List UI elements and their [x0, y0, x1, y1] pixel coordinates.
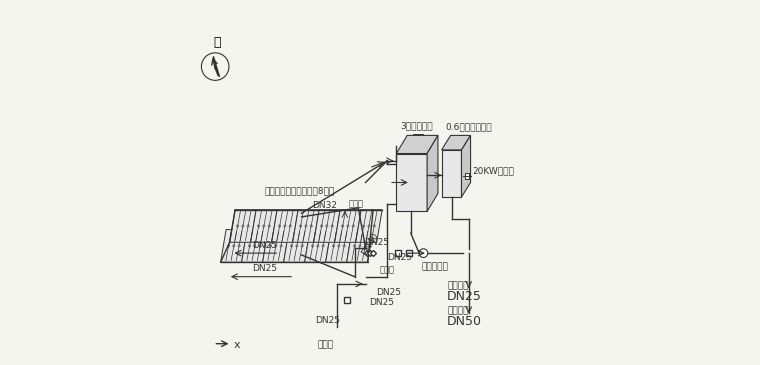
Circle shape	[283, 225, 286, 227]
Polygon shape	[461, 135, 470, 197]
Circle shape	[280, 245, 282, 247]
Text: x: x	[233, 340, 240, 350]
Text: DN25: DN25	[364, 238, 389, 247]
Text: DN25: DN25	[376, 288, 401, 296]
Circle shape	[299, 225, 302, 227]
Circle shape	[331, 225, 334, 227]
Text: 洗浴循环泵: 洗浴循环泵	[422, 262, 448, 271]
Circle shape	[322, 245, 325, 247]
Circle shape	[352, 225, 354, 227]
Polygon shape	[396, 154, 427, 211]
Polygon shape	[242, 230, 268, 262]
Text: 浴室进水: 浴室进水	[447, 307, 468, 316]
Polygon shape	[263, 230, 289, 262]
Circle shape	[419, 249, 428, 257]
Circle shape	[305, 225, 307, 227]
Circle shape	[290, 245, 293, 247]
Polygon shape	[427, 135, 438, 211]
Text: 自来水: 自来水	[318, 340, 334, 349]
Polygon shape	[251, 210, 277, 242]
Polygon shape	[230, 210, 256, 242]
Circle shape	[343, 245, 345, 247]
Circle shape	[310, 225, 312, 227]
Circle shape	[321, 225, 323, 227]
Text: 高温点: 高温点	[349, 200, 363, 209]
Text: 浴室回水: 浴室回水	[447, 281, 468, 290]
Circle shape	[363, 225, 365, 227]
Circle shape	[368, 225, 370, 227]
Polygon shape	[334, 210, 361, 242]
Polygon shape	[214, 56, 220, 77]
Circle shape	[254, 245, 256, 247]
Circle shape	[326, 225, 328, 227]
Circle shape	[333, 245, 334, 247]
Circle shape	[353, 245, 356, 247]
Circle shape	[236, 225, 239, 227]
Circle shape	[364, 245, 366, 247]
Text: 3吩蓄热水筱: 3吩蓄热水筱	[400, 121, 432, 130]
Circle shape	[279, 225, 280, 227]
Circle shape	[233, 245, 235, 247]
Circle shape	[247, 225, 249, 227]
Circle shape	[275, 245, 277, 247]
Circle shape	[317, 245, 319, 247]
Polygon shape	[396, 135, 438, 154]
Polygon shape	[442, 135, 470, 150]
Polygon shape	[442, 150, 461, 197]
Text: DN25: DN25	[447, 290, 482, 303]
Text: 0.6吩电加热水筱: 0.6吩电加热水筱	[445, 123, 492, 132]
Polygon shape	[314, 210, 340, 242]
Circle shape	[359, 245, 361, 247]
Circle shape	[347, 225, 349, 227]
Polygon shape	[293, 210, 319, 242]
Circle shape	[242, 225, 244, 227]
Circle shape	[373, 225, 375, 227]
Circle shape	[263, 225, 265, 227]
Circle shape	[258, 225, 260, 227]
Text: DN25: DN25	[315, 316, 340, 324]
Circle shape	[268, 225, 271, 227]
Polygon shape	[356, 210, 382, 242]
Polygon shape	[271, 210, 298, 242]
Circle shape	[270, 245, 271, 247]
Circle shape	[301, 245, 303, 247]
Text: 太阳能排排联笮集热墈8台列: 太阳能排排联笮集热墈8台列	[264, 186, 335, 195]
Circle shape	[289, 225, 291, 227]
Text: DN25: DN25	[388, 253, 413, 262]
Circle shape	[296, 245, 298, 247]
Circle shape	[249, 245, 251, 247]
Circle shape	[312, 245, 314, 247]
Text: DN32: DN32	[312, 201, 337, 210]
Text: DN25: DN25	[252, 264, 277, 273]
Text: 低温点: 低温点	[380, 266, 395, 275]
Polygon shape	[305, 230, 331, 262]
Text: DN25: DN25	[369, 297, 394, 307]
Circle shape	[259, 245, 261, 247]
Text: 20KW电加热: 20KW电加热	[473, 166, 515, 176]
Circle shape	[238, 245, 240, 247]
Text: DN40: DN40	[360, 231, 380, 257]
Circle shape	[341, 225, 344, 227]
Polygon shape	[347, 230, 373, 262]
Circle shape	[337, 245, 340, 247]
FancyBboxPatch shape	[465, 173, 470, 179]
Polygon shape	[326, 230, 352, 262]
Text: DN50: DN50	[447, 315, 482, 328]
Text: DN25: DN25	[252, 241, 277, 250]
Circle shape	[227, 245, 230, 247]
Polygon shape	[283, 230, 310, 262]
Polygon shape	[220, 230, 247, 262]
Text: 北: 北	[214, 36, 220, 49]
